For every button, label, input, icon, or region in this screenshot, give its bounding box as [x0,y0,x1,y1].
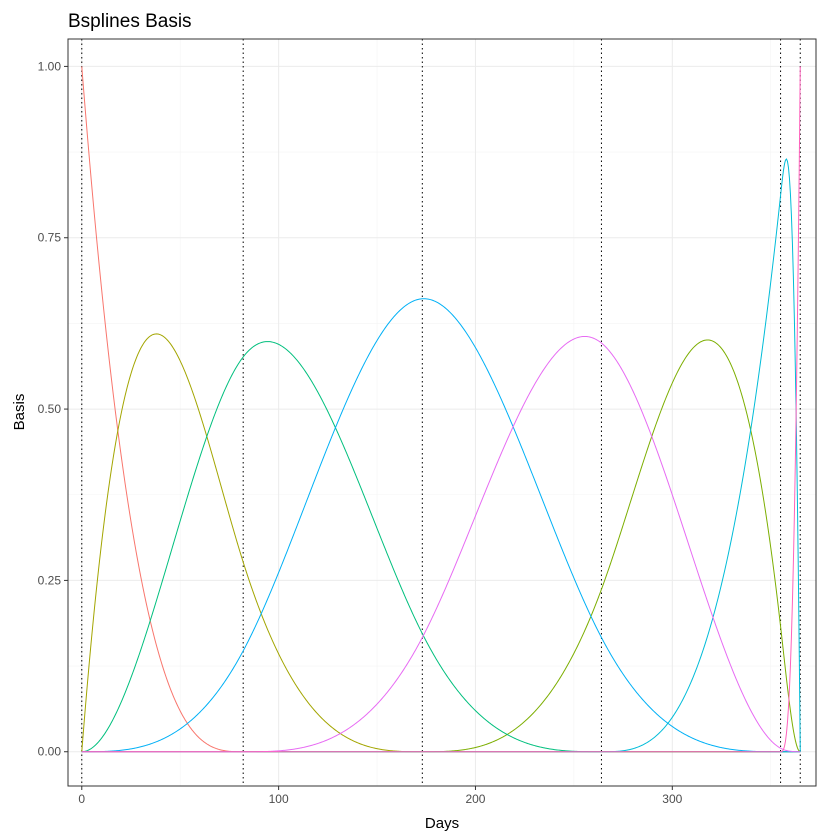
x-tick-label: 0 [78,792,85,806]
basis-curve-6 [81,339,801,753]
chart-title: Bsplines Basis [68,11,192,32]
x-tick-label: 200 [465,792,485,806]
knot-lines [81,39,801,786]
grid-lines [68,39,816,786]
y-tick-label: 1.00 [38,59,62,73]
basis-curve-7 [81,158,801,753]
x-tick-label: 300 [662,792,682,806]
basis-curve-8 [81,66,801,753]
plot-panel-border [67,38,817,787]
y-axis-ticks: 0.00 0.25 0.50 0.75 1.00 [38,59,68,759]
basis-curve-5 [81,335,801,753]
y-tick-label: 0.00 [38,745,62,759]
basis-curve-3 [81,341,801,753]
x-axis-title: Days [425,815,459,832]
y-tick-label: 0.75 [38,231,62,245]
y-tick-label: 0.50 [38,402,62,416]
basis-curves [81,66,801,753]
y-axis-title: Basis [11,394,28,431]
basis-curve-2 [81,333,801,753]
y-tick-label: 0.25 [38,573,62,587]
basis-curve-4 [81,298,801,753]
x-axis-ticks: 0 100 200 300 [78,786,683,806]
x-tick-label: 100 [269,792,289,806]
